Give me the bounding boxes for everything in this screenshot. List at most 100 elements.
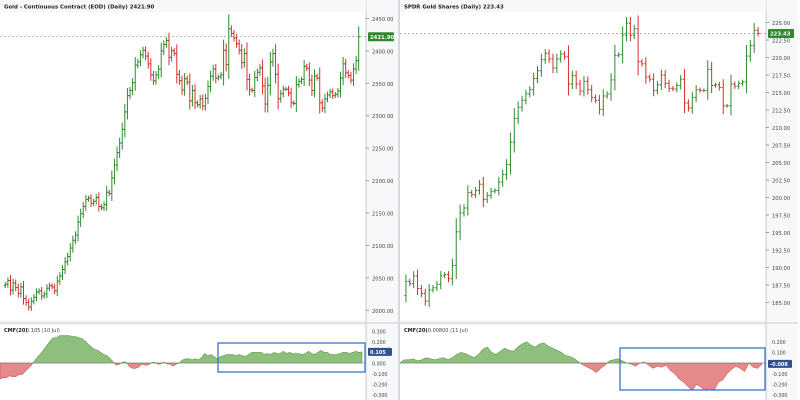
ohlc-bar bbox=[516, 101, 520, 125]
cmf-axis-tick-label: 0.200 bbox=[772, 340, 786, 346]
ohlc-bar bbox=[555, 53, 559, 74]
ohlc-bar bbox=[597, 95, 602, 115]
ohlc-bar bbox=[578, 79, 582, 96]
ohlc-bar bbox=[443, 272, 447, 279]
ohlc-bar bbox=[644, 57, 648, 84]
ohlc-bar bbox=[477, 180, 482, 195]
cmf-axis-tick-label: -0.200 bbox=[372, 382, 387, 388]
price-axis-tick-label: 190.00 bbox=[772, 266, 790, 272]
ohlc-bar bbox=[725, 103, 729, 108]
price-plot-area bbox=[400, 12, 766, 320]
cmf-axis-tick-label: -0.300 bbox=[772, 393, 787, 399]
ohlc-bars bbox=[3, 14, 361, 312]
ohlc-bar bbox=[562, 51, 567, 60]
ohlc-bar bbox=[640, 59, 644, 67]
ohlc-bar bbox=[659, 69, 663, 91]
last-price-badge bbox=[368, 32, 394, 42]
ohlc-bar bbox=[702, 88, 706, 93]
ohlc-bar bbox=[679, 75, 683, 90]
price-axis-tick-label: 2200.00 bbox=[372, 179, 393, 185]
ohlc-bar bbox=[450, 258, 454, 286]
ohlc-bar bbox=[663, 70, 667, 89]
cmf-axis-tick-label: 0.100 bbox=[772, 351, 786, 357]
ohlc-bar bbox=[729, 74, 733, 116]
price-axis-tick-label: 212.50 bbox=[772, 109, 790, 115]
ohlc-bar bbox=[648, 74, 652, 82]
ohlc-bar bbox=[412, 271, 416, 289]
cmf-last-badge bbox=[768, 359, 792, 368]
ohlc-bar bbox=[605, 91, 609, 99]
ohlc-bar bbox=[408, 278, 412, 287]
price-axis-tick-label: 205.00 bbox=[772, 161, 790, 167]
cmf-last-label: 0.105 bbox=[370, 350, 386, 356]
chart-title-bar bbox=[400, 0, 766, 12]
ohlc-bar bbox=[632, 24, 636, 40]
ohlc-bar bbox=[559, 50, 563, 63]
ohlc-bar bbox=[466, 185, 470, 216]
price-axis-tick-label: 200.00 bbox=[772, 196, 790, 202]
ohlc-bar bbox=[493, 188, 497, 194]
ohlc-bar bbox=[690, 91, 694, 114]
ohlc-bar bbox=[566, 45, 571, 96]
cmf-positive-area bbox=[0, 335, 363, 363]
ohlc-bar bbox=[462, 204, 466, 217]
ohlc-bar bbox=[439, 271, 443, 290]
ohlc-bar bbox=[504, 159, 509, 180]
ohlc-bar bbox=[717, 81, 721, 91]
ohlc-bar bbox=[733, 81, 737, 89]
price-axis-tick-label: 210.00 bbox=[772, 126, 790, 132]
last-price-badge bbox=[768, 28, 794, 38]
chart-title: Gold - Continuous Contract (EOD) (Daily)… bbox=[4, 5, 155, 11]
price-axis-tick-label: 217.50 bbox=[772, 74, 790, 80]
cmf-axis-tick-label: -0.100 bbox=[372, 372, 387, 378]
ohlc-bar bbox=[532, 72, 536, 96]
price-axis-tick-label: 225.00 bbox=[772, 21, 790, 27]
ohlc-bar bbox=[671, 86, 675, 92]
ohlc-bar bbox=[454, 218, 458, 280]
price-axis-tick-label: 220.00 bbox=[772, 56, 790, 62]
ohlc-bar bbox=[435, 281, 439, 291]
ohlc-bar bbox=[501, 169, 505, 187]
ohlc-bar bbox=[485, 191, 489, 204]
ohlc-bar bbox=[524, 89, 528, 105]
ohlc-bar bbox=[528, 86, 532, 98]
cmf-indicator-label: CMF(20) bbox=[4, 328, 28, 334]
ohlc-bar bbox=[710, 61, 714, 94]
ohlc-bar bbox=[686, 99, 691, 112]
ohlc-bar bbox=[740, 79, 745, 86]
cmf-axis-tick-label: 0.300 bbox=[372, 330, 386, 336]
ohlc-bar bbox=[508, 132, 513, 175]
chart-title-bar bbox=[0, 0, 366, 12]
price-axis-tick-label: 192.50 bbox=[772, 249, 790, 255]
cmf-axis-tick-label: -0.100 bbox=[772, 372, 787, 378]
ohlc-bar bbox=[520, 95, 524, 112]
ohlc-bar bbox=[431, 285, 435, 293]
panel-divider[interactable] bbox=[398, 0, 401, 400]
ohlc-bar bbox=[667, 79, 671, 92]
ohlc-bar bbox=[535, 66, 540, 84]
gld-etf-chart-panel: 225.00 222.50 220.00 217.50 215.00 212.50 210.… bbox=[400, 0, 798, 400]
ohlc-bar bbox=[636, 15, 640, 76]
ohlc-bar bbox=[706, 60, 710, 100]
cmf-negative-area bbox=[400, 363, 763, 391]
ohlc-bar bbox=[551, 53, 555, 74]
ohlc-bar bbox=[458, 204, 462, 241]
ohlc-bar bbox=[497, 177, 501, 196]
price-axis-tick-label: 2400.00 bbox=[372, 49, 393, 55]
ohlc-bar bbox=[415, 269, 420, 295]
ohlc-bar bbox=[481, 176, 485, 207]
ohlc-bar bbox=[423, 288, 427, 306]
ohlc-bar bbox=[617, 52, 621, 58]
price-axis-tick-label: 2250.00 bbox=[372, 147, 393, 153]
ohlc-bar bbox=[601, 89, 605, 116]
price-axis-tick-label: 185.00 bbox=[772, 301, 790, 307]
price-axis-tick-label: 202.50 bbox=[772, 179, 790, 185]
cmf-highlight-box bbox=[619, 347, 766, 391]
price-plot-area bbox=[0, 12, 366, 320]
price-axis-tick-label: 2450.00 bbox=[372, 17, 393, 23]
chart-title: SPDR Gold Shares (Daily) 223.43 bbox=[404, 5, 504, 11]
price-axis-tick-label: 2350.00 bbox=[372, 82, 393, 88]
price-axis-tick-label: 195.00 bbox=[772, 231, 790, 237]
cmf-axis-tick-label: -0.200 bbox=[772, 382, 787, 388]
ohlc-bar bbox=[470, 189, 474, 198]
